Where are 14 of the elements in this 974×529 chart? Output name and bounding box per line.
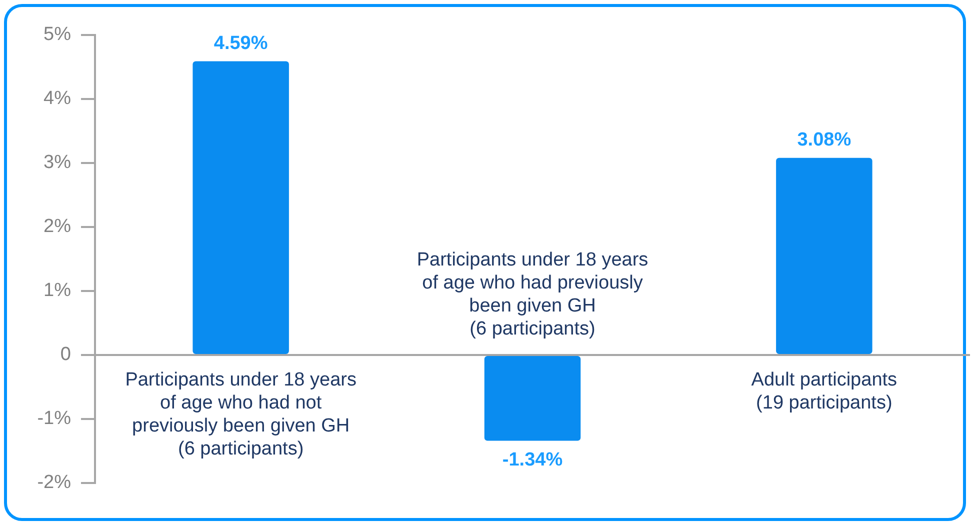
y-tick-label: 2% [44,216,72,238]
y-tick-label: -2% [37,472,72,494]
y-tick-label: -1% [37,408,72,430]
y-tick-label: 0 [60,344,71,366]
x-tick-label: Participants under 18 years of age who had previously been given GH (6 participants) [416,250,648,340]
x-tick-label: Adult participants (19 participants) [751,370,898,414]
y-tick-label: 3% [44,152,72,174]
y-tick-label: 1% [44,280,72,302]
y-tick-label: 4% [44,88,72,110]
y-tick-label: 5% [44,24,72,46]
data-label: -1.34% [502,449,563,470]
x-tick-label: Participants under 18 years of age who had not previously been given GH (6 participants) [125,370,356,460]
data-label: 4.59% [214,32,268,54]
data-label: 3.08% [797,130,852,151]
